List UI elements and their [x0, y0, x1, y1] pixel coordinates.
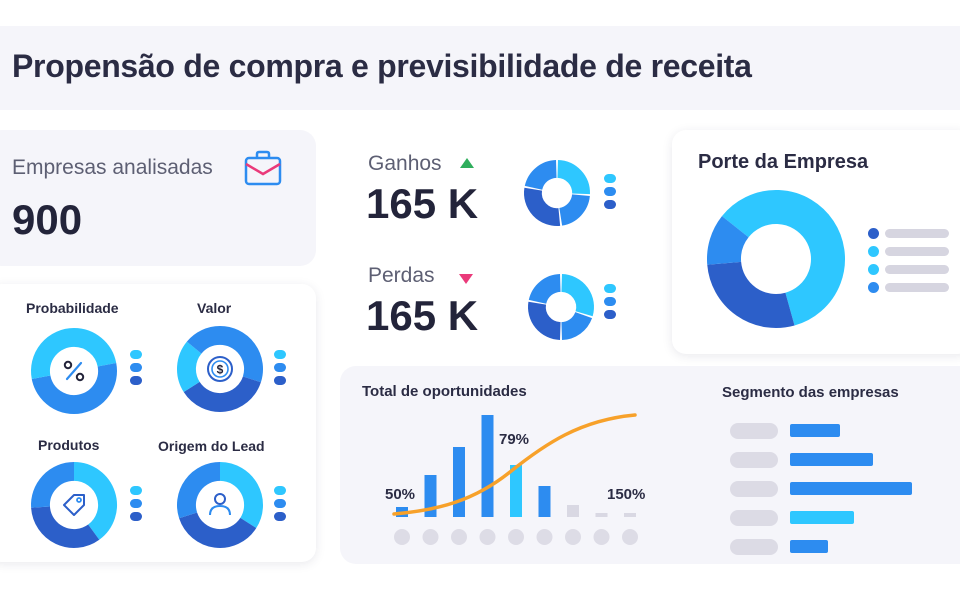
- category-dot: [479, 529, 496, 545]
- donut-segment: [31, 462, 75, 508]
- segment-chart: [726, 418, 926, 558]
- donut-segment: [186, 326, 221, 355]
- products-label: Produtos: [38, 437, 100, 453]
- donut-segment: [219, 462, 263, 529]
- dollar-icon: $: [206, 355, 234, 383]
- lead-origin-legend-dots: [274, 486, 286, 521]
- probability-legend-dots: [130, 350, 142, 385]
- segment-bar: [790, 540, 828, 553]
- bar: [453, 447, 465, 517]
- wins-label: Ganhos: [368, 152, 442, 175]
- value-label: Valor: [197, 300, 232, 316]
- bar: [624, 513, 636, 517]
- category-dot: [422, 529, 439, 545]
- trend-up-icon: [459, 156, 475, 170]
- donut-segment: [558, 193, 590, 226]
- opportunities-chart: [380, 400, 650, 560]
- lead-origin-donut: [177, 462, 263, 548]
- value-legend-dots: [274, 350, 286, 385]
- bar: [567, 505, 579, 517]
- category-dot: [536, 529, 553, 545]
- user-icon: [206, 490, 234, 518]
- losses-legend-dots: [604, 284, 616, 319]
- probability-label: Probabilidade: [26, 300, 119, 316]
- trend-down-icon: [458, 272, 474, 286]
- segment-bar: [790, 511, 854, 524]
- products-legend-dots: [130, 486, 142, 521]
- bar: [595, 513, 608, 517]
- donut-segment: [528, 274, 562, 305]
- pct-label-50: 50%: [385, 486, 416, 503]
- value-donut: [177, 326, 263, 412]
- donut-segment: [73, 462, 117, 540]
- losses-donut: [528, 274, 594, 340]
- probability-donut: [31, 328, 117, 414]
- pct-label-79: 79%: [499, 431, 530, 448]
- trend-curve: [392, 413, 637, 516]
- porte-legend: [868, 224, 949, 296]
- category-dot: [565, 529, 581, 545]
- donut-segment: [31, 362, 117, 414]
- pie-slice: [721, 190, 845, 326]
- segment-bar: [790, 424, 840, 437]
- segment-label-pill: [730, 423, 778, 439]
- segment-label-pill: [730, 510, 778, 526]
- category-dot: [394, 529, 410, 545]
- lead-origin-label: Origem do Lead: [158, 438, 265, 454]
- pie-slice: [707, 216, 750, 265]
- donut-segment: [31, 328, 75, 380]
- donut-segment: [183, 375, 261, 412]
- legend-item: [868, 260, 949, 278]
- donut-segment: [560, 311, 593, 340]
- pie-slice: [707, 261, 795, 328]
- svg-text:$: $: [217, 363, 224, 377]
- bar: [510, 465, 522, 517]
- legend-item: [868, 242, 949, 260]
- donut-segment: [73, 328, 117, 368]
- donut-segment: [524, 160, 558, 191]
- donut-segment: [31, 505, 100, 548]
- page-title: Propensão de compra e previsibilidade de…: [12, 48, 752, 84]
- donut-segment: [524, 187, 561, 226]
- bar: [481, 415, 494, 517]
- mini-charts-card[interactable]: [0, 284, 316, 562]
- segment-label-pill: [730, 481, 778, 497]
- tag-icon: [60, 491, 88, 519]
- percent-icon: [62, 359, 86, 383]
- legend-item: [868, 278, 949, 296]
- donut-segment: [177, 341, 202, 393]
- category-dot: [622, 529, 638, 545]
- segment-title: Segmento das empresas: [722, 384, 899, 401]
- pct-label-150: 150%: [607, 486, 646, 503]
- segment-label-pill: [730, 452, 778, 468]
- segment-label-pill: [730, 539, 778, 555]
- losses-value: 165 K: [366, 292, 479, 339]
- wins-value: 165 K: [366, 180, 479, 227]
- donut-segment: [556, 160, 590, 195]
- opportunities-title: Total de oportunidades: [362, 383, 527, 400]
- donut-segment: [560, 274, 594, 317]
- bar: [538, 486, 551, 517]
- companies-value: 900: [12, 196, 83, 243]
- segment-bar: [790, 482, 912, 495]
- companies-label: Empresas analisadas: [12, 156, 213, 179]
- donut-segment: [219, 326, 263, 383]
- losses-label: Perdas: [368, 264, 435, 287]
- briefcase-icon: [244, 150, 282, 186]
- products-donut: [31, 462, 117, 548]
- category-dot: [593, 529, 610, 545]
- donut-segment: [179, 511, 257, 548]
- legend-item: [868, 224, 949, 242]
- donut-segment: [528, 301, 562, 340]
- title-band: [0, 26, 960, 110]
- wins-legend-dots: [604, 174, 616, 209]
- category-dot: [451, 529, 467, 545]
- category-dot: [508, 529, 524, 545]
- porte-donut: [707, 190, 845, 328]
- donut-segment: [177, 462, 221, 519]
- segment-bar: [790, 453, 873, 466]
- porte-title: Porte da Empresa: [698, 151, 869, 173]
- wins-donut: [524, 160, 590, 226]
